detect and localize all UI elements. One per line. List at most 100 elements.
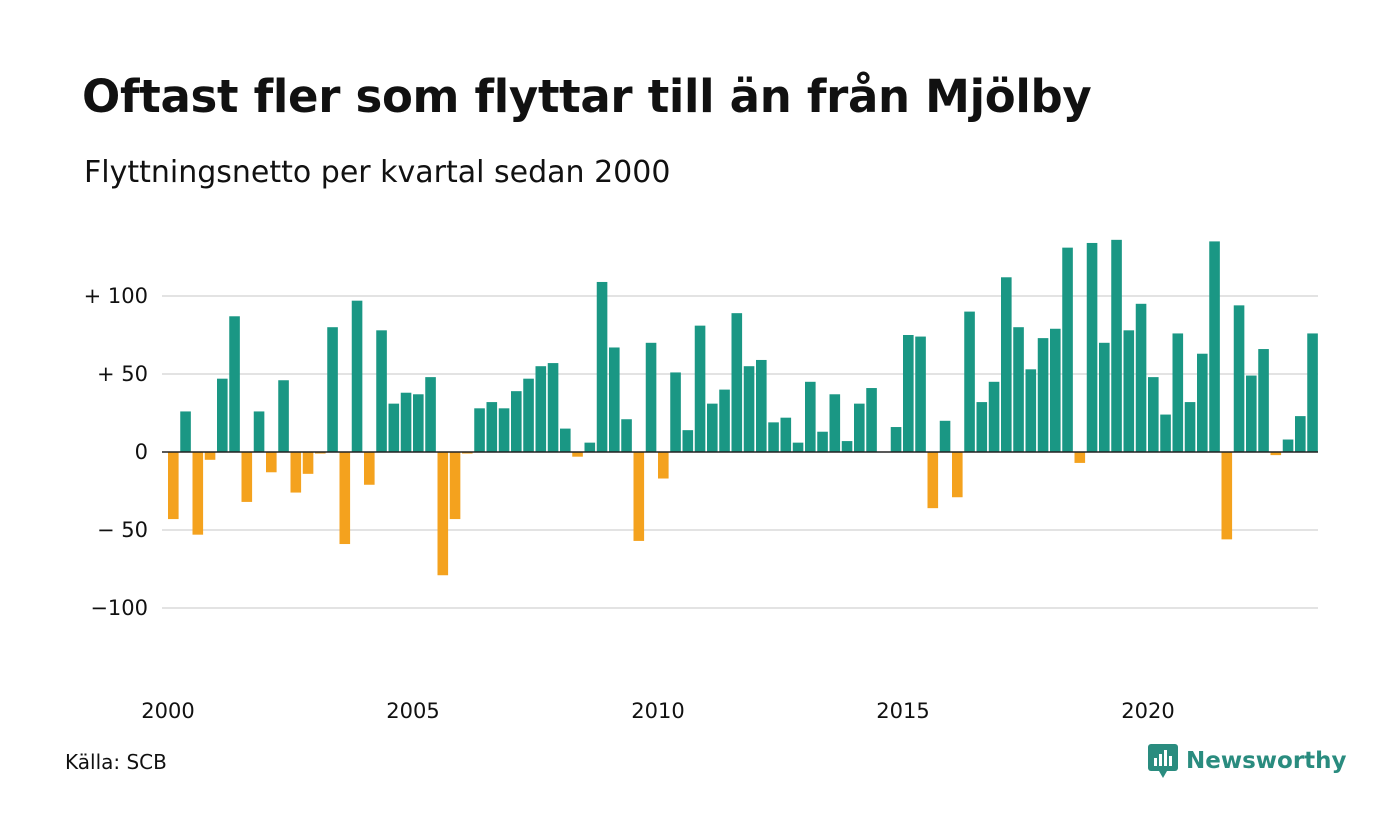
bar	[241, 452, 253, 502]
bar	[915, 336, 926, 452]
bar	[1123, 330, 1135, 452]
bar	[707, 403, 718, 452]
bar	[253, 411, 265, 452]
bar	[584, 442, 596, 452]
bar	[903, 335, 914, 452]
bar	[180, 411, 191, 452]
x-tick-label: 2015	[876, 699, 929, 723]
bar	[400, 392, 412, 452]
bar	[351, 300, 363, 452]
y-tick-label: −100	[90, 596, 148, 620]
bar	[1184, 402, 1196, 452]
bar	[1221, 452, 1233, 540]
bar	[278, 380, 289, 452]
bar	[1086, 242, 1098, 452]
bar	[327, 327, 338, 452]
bar	[1074, 452, 1086, 463]
bar	[511, 391, 522, 452]
bar	[927, 452, 939, 509]
bar	[841, 441, 853, 452]
bar	[474, 408, 485, 452]
bar	[939, 420, 951, 452]
bar	[768, 422, 779, 452]
bar	[890, 427, 902, 452]
source-note: Källa: SCB	[65, 750, 167, 774]
bar	[817, 431, 828, 452]
bar	[1135, 303, 1147, 452]
bar	[805, 381, 816, 452]
bar	[756, 359, 767, 452]
chart-title: Oftast fler som flyttar till än från Mjö…	[82, 70, 1092, 123]
brand-name: Newsworthy	[1186, 748, 1347, 774]
bar	[535, 366, 547, 452]
bar	[1013, 327, 1024, 452]
bar	[633, 452, 645, 541]
bar	[168, 452, 179, 520]
bar	[670, 372, 681, 452]
bar	[560, 428, 571, 452]
x-tick-label: 2000	[141, 699, 194, 723]
bar	[1148, 377, 1159, 452]
bar	[1099, 342, 1110, 452]
bar	[572, 452, 583, 457]
bar	[780, 417, 792, 452]
bar	[694, 325, 706, 452]
bar	[1295, 416, 1306, 452]
bar	[1209, 241, 1220, 452]
bar	[658, 452, 669, 479]
bar	[952, 452, 963, 498]
y-tick-label: + 100	[84, 284, 148, 308]
bar	[731, 313, 743, 452]
bar	[1062, 247, 1073, 452]
brand-logo: Newsworthy	[1148, 744, 1347, 778]
bar	[719, 389, 730, 452]
bar	[229, 316, 240, 452]
bar	[609, 347, 620, 452]
bar	[302, 452, 314, 474]
x-tick-label: 2020	[1121, 699, 1174, 723]
bar	[645, 342, 657, 452]
bar	[266, 452, 277, 473]
bar	[413, 394, 424, 452]
bar	[596, 281, 608, 452]
bar	[988, 381, 1000, 452]
bar	[290, 452, 302, 493]
bar	[1258, 349, 1269, 452]
bar	[1050, 328, 1061, 452]
bar	[204, 452, 216, 460]
chart-subtitle: Flyttningsnetto per kvartal sedan 2000	[84, 155, 671, 190]
bar	[1197, 353, 1208, 452]
x-tick-label: 2010	[631, 699, 684, 723]
bar	[315, 452, 326, 454]
bar	[462, 452, 473, 454]
bar	[866, 388, 877, 452]
bar	[523, 378, 534, 452]
bar	[621, 419, 632, 452]
bar	[376, 330, 387, 452]
bars	[168, 239, 1318, 576]
bar	[1282, 439, 1294, 452]
bar	[425, 377, 436, 452]
bar	[743, 366, 755, 452]
bar	[1025, 369, 1037, 452]
x-tick-label: 2005	[386, 699, 439, 723]
bar	[217, 378, 228, 452]
bar	[1233, 305, 1245, 452]
bar	[449, 452, 461, 520]
newsworthy-logo-icon	[1148, 744, 1178, 778]
bar	[388, 403, 400, 452]
bar	[1160, 414, 1171, 452]
y-tick-label: − 50	[97, 518, 148, 542]
bar	[1172, 333, 1184, 452]
bar	[547, 363, 559, 452]
bar	[964, 311, 975, 452]
bar	[1111, 239, 1122, 452]
bar	[1037, 338, 1049, 452]
bar	[1307, 333, 1318, 452]
bar	[1246, 375, 1257, 452]
bar	[486, 402, 498, 452]
bar	[498, 408, 510, 452]
bar	[976, 402, 988, 452]
bar	[437, 452, 449, 576]
